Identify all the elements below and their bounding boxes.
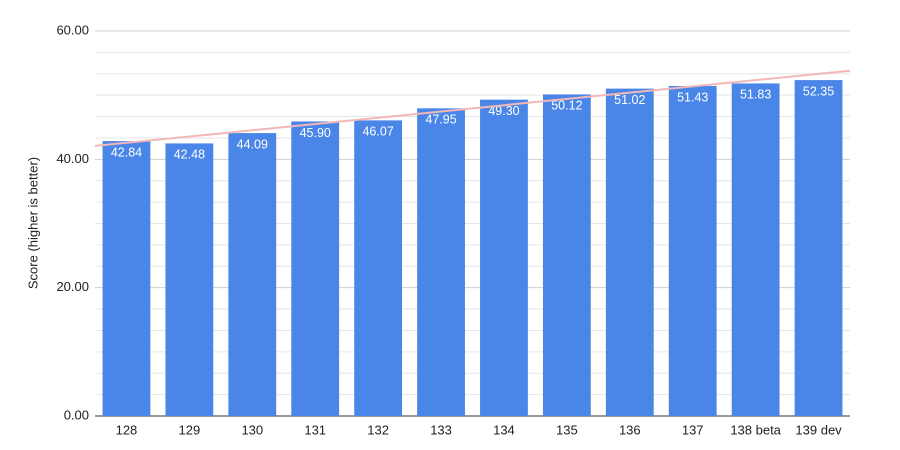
value-label: 44.09 bbox=[237, 137, 268, 151]
x-tick-label: 128 bbox=[116, 422, 138, 437]
y-tick-label: 20.00 bbox=[56, 279, 89, 294]
value-label: 52.35 bbox=[803, 84, 834, 98]
bar bbox=[228, 133, 277, 416]
bar bbox=[605, 88, 654, 416]
x-tick-label: 129 bbox=[179, 422, 201, 437]
value-label: 45.90 bbox=[300, 126, 331, 140]
y-tick-label: 60.00 bbox=[56, 22, 89, 37]
value-label: 46.07 bbox=[362, 125, 393, 139]
value-label: 49.30 bbox=[488, 104, 519, 118]
y-axis-label: Score (higher is better) bbox=[25, 157, 40, 289]
x-tick-label: 139 dev bbox=[795, 422, 842, 437]
value-label: 42.48 bbox=[174, 148, 205, 162]
x-tick-label: 130 bbox=[241, 422, 263, 437]
bar bbox=[354, 120, 403, 417]
x-tick-label: 138 beta bbox=[730, 422, 781, 437]
x-tick-label: 136 bbox=[619, 422, 641, 437]
x-tick-label: 135 bbox=[556, 422, 578, 437]
value-label: 51.02 bbox=[614, 93, 645, 107]
bar bbox=[291, 121, 340, 416]
bar bbox=[668, 85, 717, 416]
x-tick-label: 133 bbox=[430, 422, 452, 437]
y-tick-label: 40.00 bbox=[56, 151, 89, 166]
bar bbox=[731, 83, 780, 416]
y-tick-label: 0.00 bbox=[64, 407, 89, 422]
value-label: 51.83 bbox=[740, 88, 771, 102]
trendline bbox=[94, 69, 851, 147]
x-tick-label: 137 bbox=[682, 422, 704, 437]
bar bbox=[165, 143, 214, 417]
value-label: 51.43 bbox=[677, 90, 708, 104]
value-label: 47.95 bbox=[425, 113, 456, 127]
bar bbox=[102, 141, 151, 417]
x-tick-label: 131 bbox=[304, 422, 326, 437]
value-label: 42.84 bbox=[111, 145, 142, 159]
x-tick-label: 134 bbox=[493, 422, 515, 437]
value-label: 50.12 bbox=[551, 99, 582, 113]
bar bbox=[542, 94, 591, 416]
bar bbox=[417, 108, 465, 416]
bar bbox=[480, 99, 528, 417]
x-tick-label: 132 bbox=[367, 422, 389, 437]
bar bbox=[794, 80, 843, 417]
